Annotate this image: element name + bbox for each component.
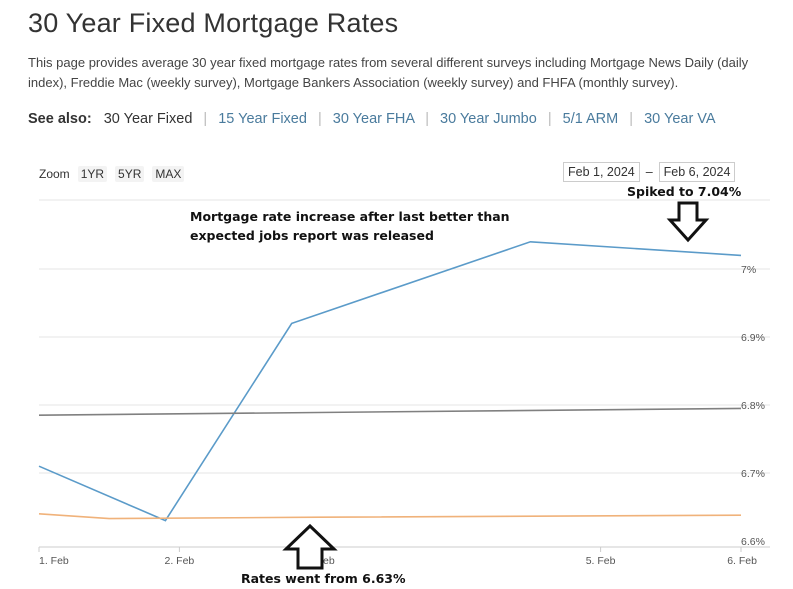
see-also-label: See also: — [28, 111, 92, 127]
link-5-1-arm[interactable]: 5/1 ARM — [562, 111, 619, 127]
series-line-3 — [38, 513, 742, 520]
x-tick-label: 1. Feb — [39, 555, 69, 567]
link-15-year-fixed[interactable]: 15 Year Fixed — [218, 111, 307, 127]
see-also-current-30-year-fixed: 30 Year Fixed — [103, 111, 193, 127]
date-range-separator: – — [645, 165, 653, 179]
series-line-2 — [38, 407, 742, 416]
annotation-spike: Spiked to 7.04% — [627, 184, 742, 199]
annotation-jobs-report-line-1: Mortgage rate increase after last better… — [190, 209, 510, 224]
annotation-jobs-report-line-2: expected jobs report was released — [190, 228, 434, 243]
date-to-input[interactable]: Feb 6, 2024 — [658, 162, 736, 182]
zoom-controls: Zoom 1YR 5YR MAX — [39, 166, 185, 182]
zoom-max-button[interactable]: MAX — [152, 166, 185, 182]
x-tick-label: 2. Feb — [165, 555, 195, 567]
annotation-low: Rates went from 6.63% — [241, 571, 406, 586]
y-tick-label: 7% — [741, 264, 756, 276]
page-title: 30 Year Fixed Mortgage Rates — [28, 8, 399, 38]
y-tick-label: 6.8% — [741, 400, 765, 412]
link-30-year-va[interactable]: 30 Year VA — [644, 111, 716, 127]
divider: | — [425, 111, 429, 127]
date-from-input[interactable]: Feb 1, 2024 — [563, 162, 640, 182]
page-intro: This page provides average 30 year fixed… — [28, 55, 749, 90]
zoom-1yr-button[interactable]: 1YR — [77, 166, 108, 182]
x-tick-label: 6. Feb — [727, 555, 757, 567]
y-axis: 6.6% 6.7% 6.8% 6.9% 7% — [741, 264, 765, 548]
divider: | — [203, 111, 208, 127]
arrow-down-icon — [666, 201, 710, 243]
divider: | — [547, 111, 552, 127]
grid — [39, 199, 770, 548]
link-30-year-fha[interactable]: 30 Year FHA — [332, 111, 415, 127]
arrow-up-icon — [282, 523, 338, 570]
x-tick-label: 5. Feb — [586, 555, 616, 567]
y-tick-label: 6.7% — [741, 468, 765, 480]
zoom-5yr-button[interactable]: 5YR — [115, 166, 145, 182]
zoom-label: Zoom — [39, 167, 70, 181]
y-tick-label: 6.6% — [741, 536, 765, 548]
date-range: Feb 1, 2024 – Feb 6, 2024 — [563, 162, 736, 182]
series-line-1 — [38, 240, 742, 522]
see-also-bar: See also: 30 Year Fixed | 15 Year Fixed … — [28, 111, 716, 127]
y-tick-label: 6.9% — [741, 332, 765, 344]
divider: | — [317, 111, 322, 127]
link-30-year-jumbo[interactable]: 30 Year Jumbo — [440, 111, 537, 127]
series-lines — [38, 240, 742, 522]
divider: | — [629, 111, 634, 127]
